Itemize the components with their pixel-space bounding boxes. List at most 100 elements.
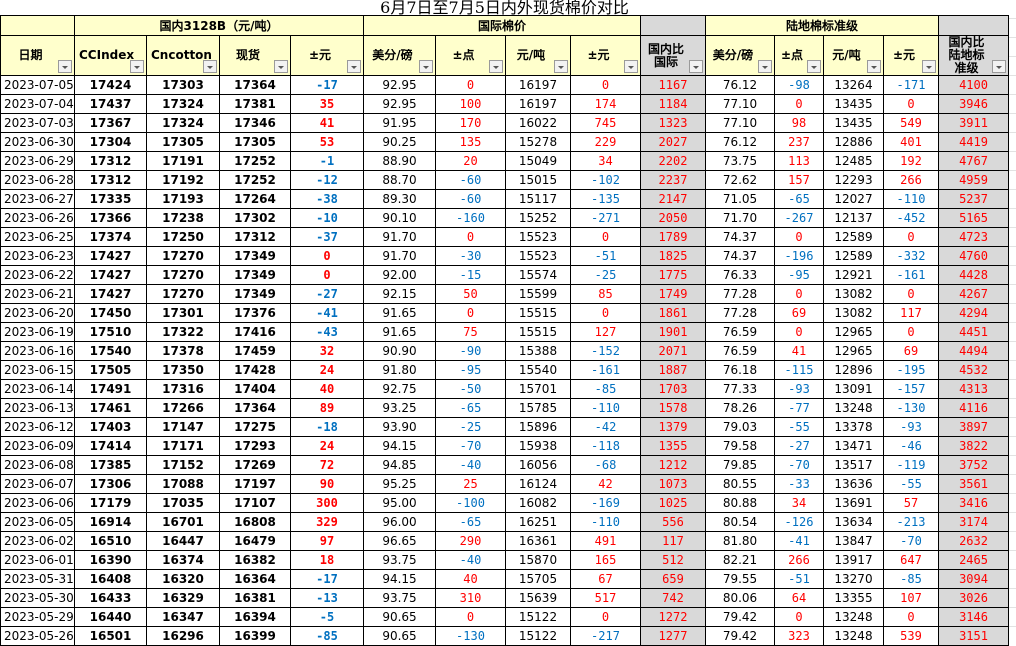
table-cell[interactable]: 15122 bbox=[505, 626, 571, 646]
table-cell[interactable]: -135 bbox=[570, 189, 641, 209]
table-cell[interactable]: 91.70 bbox=[363, 227, 436, 247]
table-cell[interactable]: 17459 bbox=[219, 341, 291, 361]
table-cell[interactable]: 15515 bbox=[505, 322, 571, 342]
table-cell[interactable]: 13248 bbox=[823, 398, 884, 418]
table-cell[interactable]: 13435 bbox=[823, 113, 884, 133]
table-cell[interactable]: 2023-06-13 bbox=[0, 398, 75, 418]
table-cell[interactable]: 135 bbox=[435, 132, 506, 152]
table-cell[interactable]: 17378 bbox=[146, 341, 220, 361]
table-cell[interactable]: -110 bbox=[570, 512, 641, 532]
table-cell[interactable]: -27 bbox=[290, 284, 364, 304]
table-cell[interactable]: 71.70 bbox=[705, 208, 775, 228]
table-cell[interactable]: 57 bbox=[883, 493, 939, 513]
table-cell[interactable]: 16361 bbox=[505, 531, 571, 551]
table-cell[interactable]: 2023-06-14 bbox=[0, 379, 75, 399]
table-cell[interactable]: -17 bbox=[290, 75, 364, 95]
table-cell[interactable]: 17491 bbox=[74, 379, 147, 399]
table-cell[interactable]: 12965 bbox=[823, 341, 884, 361]
table-cell[interactable]: 117 bbox=[883, 303, 939, 323]
table-cell[interactable]: 3151 bbox=[937, 626, 1010, 646]
table-cell[interactable]: 127 bbox=[570, 322, 641, 342]
table-cell[interactable]: 17312 bbox=[74, 170, 147, 190]
table-cell[interactable]: -40 bbox=[435, 455, 506, 475]
filter-dropdown-button[interactable] bbox=[203, 60, 217, 73]
table-cell[interactable]: 15278 bbox=[505, 132, 571, 152]
table-cell[interactable]: 1025 bbox=[640, 493, 706, 513]
table-cell[interactable]: -332 bbox=[883, 246, 939, 266]
table-cell[interactable]: -68 bbox=[570, 455, 641, 475]
table-cell[interactable]: -33 bbox=[774, 474, 824, 494]
table-cell[interactable]: 79.03 bbox=[705, 417, 775, 437]
table-cell[interactable]: 17193 bbox=[146, 189, 220, 209]
table-cell[interactable]: 17350 bbox=[146, 360, 220, 380]
table-cell[interactable]: 1861 bbox=[640, 303, 706, 323]
table-cell[interactable]: 17335 bbox=[74, 189, 147, 209]
table-cell[interactable]: 1323 bbox=[640, 113, 706, 133]
table-cell[interactable]: 192 bbox=[883, 151, 939, 171]
table-cell[interactable]: 13517 bbox=[823, 455, 884, 475]
table-cell[interactable]: -65 bbox=[774, 189, 824, 209]
table-cell[interactable]: -85 bbox=[570, 379, 641, 399]
table-cell[interactable]: 72 bbox=[290, 455, 364, 475]
table-cell[interactable]: -85 bbox=[883, 569, 939, 589]
table-cell[interactable]: 0 bbox=[570, 227, 641, 247]
table-cell[interactable]: 15639 bbox=[505, 588, 571, 608]
table-cell[interactable]: -41 bbox=[774, 531, 824, 551]
table-cell[interactable]: 0 bbox=[570, 303, 641, 323]
table-cell[interactable]: 16364 bbox=[219, 569, 291, 589]
table-cell[interactable]: 17414 bbox=[74, 436, 147, 456]
table-cell[interactable]: 4723 bbox=[937, 227, 1010, 247]
table-cell[interactable]: 94.15 bbox=[363, 436, 436, 456]
table-cell[interactable]: 3822 bbox=[937, 436, 1010, 456]
table-cell[interactable]: -115 bbox=[774, 360, 824, 380]
table-cell[interactable]: 12921 bbox=[823, 265, 884, 285]
table-cell[interactable]: 16082 bbox=[505, 493, 571, 513]
table-cell[interactable]: 17197 bbox=[219, 474, 291, 494]
table-cell[interactable]: 17266 bbox=[146, 398, 220, 418]
table-cell[interactable]: 35 bbox=[290, 94, 364, 114]
table-cell[interactable]: 13248 bbox=[823, 626, 884, 646]
table-cell[interactable]: 17450 bbox=[74, 303, 147, 323]
table-cell[interactable]: -93 bbox=[883, 417, 939, 437]
table-cell[interactable]: 401 bbox=[883, 132, 939, 152]
table-cell[interactable]: 18 bbox=[290, 550, 364, 570]
table-cell[interactable]: 0 bbox=[774, 322, 824, 342]
table-cell[interactable]: 17152 bbox=[146, 455, 220, 475]
table-cell[interactable]: 17427 bbox=[74, 284, 147, 304]
table-cell[interactable]: -42 bbox=[570, 417, 641, 437]
table-cell[interactable]: 12137 bbox=[823, 208, 884, 228]
table-cell[interactable]: 40 bbox=[290, 379, 364, 399]
table-cell[interactable]: 79.42 bbox=[705, 626, 775, 646]
table-cell[interactable]: 17416 bbox=[219, 322, 291, 342]
table-cell[interactable]: -119 bbox=[883, 455, 939, 475]
table-cell[interactable]: 1887 bbox=[640, 360, 706, 380]
table-cell[interactable]: -195 bbox=[883, 360, 939, 380]
table-cell[interactable]: -98 bbox=[774, 75, 824, 95]
table-cell[interactable]: 2023-06-15 bbox=[0, 360, 75, 380]
table-cell[interactable]: 95.25 bbox=[363, 474, 436, 494]
table-cell[interactable]: 16808 bbox=[219, 512, 291, 532]
table-cell[interactable]: -85 bbox=[290, 626, 364, 646]
table-cell[interactable]: 16347 bbox=[146, 607, 220, 627]
table-cell[interactable]: 16056 bbox=[505, 455, 571, 475]
table-cell[interactable]: 3416 bbox=[937, 493, 1010, 513]
table-cell[interactable]: -157 bbox=[883, 379, 939, 399]
table-cell[interactable]: 80.54 bbox=[705, 512, 775, 532]
table-cell[interactable]: 15701 bbox=[505, 379, 571, 399]
table-cell[interactable]: 1578 bbox=[640, 398, 706, 418]
table-cell[interactable]: 15574 bbox=[505, 265, 571, 285]
table-cell[interactable]: 77.28 bbox=[705, 303, 775, 323]
table-cell[interactable]: 32 bbox=[290, 341, 364, 361]
table-cell[interactable]: 0 bbox=[570, 607, 641, 627]
table-cell[interactable]: 13091 bbox=[823, 379, 884, 399]
table-cell[interactable]: 13248 bbox=[823, 607, 884, 627]
table-cell[interactable]: 90.65 bbox=[363, 626, 436, 646]
table-cell[interactable]: 67 bbox=[570, 569, 641, 589]
table-cell[interactable]: 17540 bbox=[74, 341, 147, 361]
table-cell[interactable]: 165 bbox=[570, 550, 641, 570]
table-cell[interactable]: 34 bbox=[774, 493, 824, 513]
table-cell[interactable]: 2023-06-21 bbox=[0, 284, 75, 304]
table-cell[interactable]: 4451 bbox=[937, 322, 1010, 342]
table-cell[interactable]: 1749 bbox=[640, 284, 706, 304]
table-cell[interactable]: 13636 bbox=[823, 474, 884, 494]
